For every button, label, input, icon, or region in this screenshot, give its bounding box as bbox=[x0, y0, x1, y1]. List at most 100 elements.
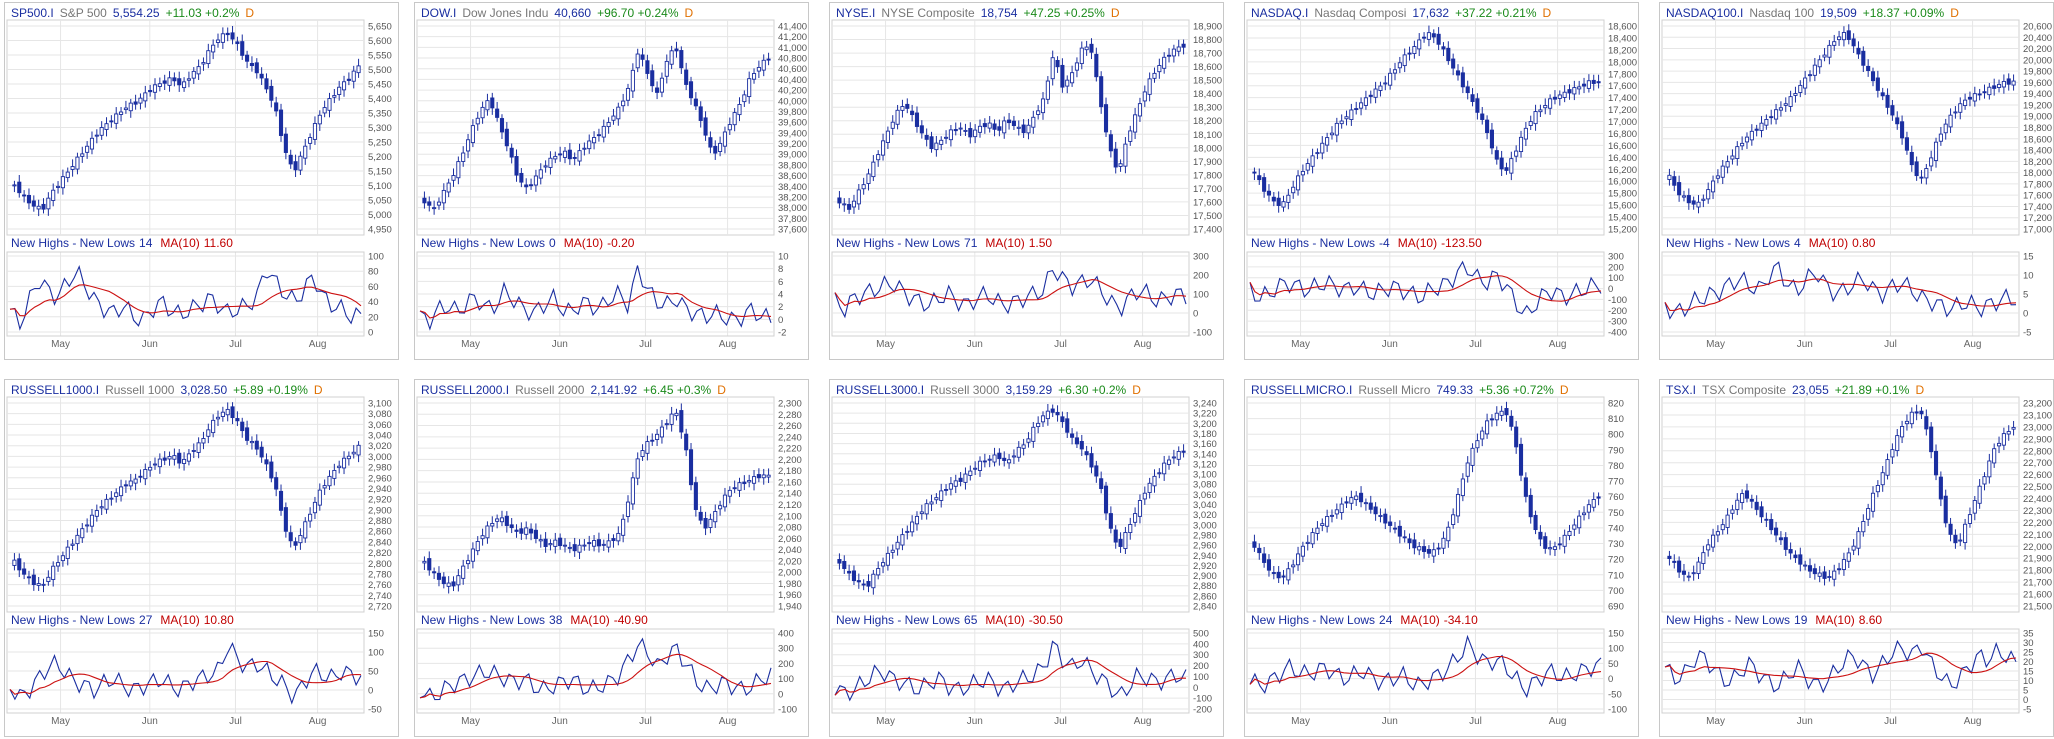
candle-body bbox=[196, 66, 201, 75]
candle-body bbox=[1798, 554, 1803, 565]
candle-body bbox=[446, 582, 451, 587]
chart-canvas: 5,650 5,600 5,550 5,500 5,450 5,400 5,350 5,300… bbox=[6, 19, 392, 350]
candle-body bbox=[504, 128, 509, 147]
index-name: Russell 1000 bbox=[105, 383, 175, 397]
candle-body bbox=[1325, 516, 1330, 527]
chart-panel[interactable]: RUSSELLMICRO.I Russell Micro 749.33 +5.36 +… bbox=[1244, 379, 1639, 737]
indicator-tick-label: 40 bbox=[368, 297, 379, 308]
price-tick-label: 17,600 bbox=[1608, 81, 1637, 92]
candle-body bbox=[1152, 72, 1157, 79]
candle-body bbox=[1514, 150, 1519, 157]
indicator-label: New Highs - New Lows bbox=[11, 236, 136, 250]
chart-panel[interactable]: NYSE.I NYSE Composite 18,754 +47.25 +0.25% D… bbox=[829, 2, 1224, 360]
candle-body bbox=[162, 80, 167, 84]
candle-body bbox=[123, 107, 128, 111]
candle-body bbox=[1586, 80, 1591, 89]
candle-body bbox=[596, 539, 601, 547]
price-tick-label: 17,000 bbox=[2023, 225, 2052, 236]
candle-body bbox=[351, 451, 356, 455]
chart-panel[interactable]: SP500.I S&P 500 5,554.25 +11.03 +0.2% D 5,650… bbox=[4, 2, 399, 360]
candle-body bbox=[422, 560, 427, 564]
candle-body bbox=[910, 521, 915, 533]
candle-body bbox=[606, 122, 611, 128]
candle-body bbox=[1446, 47, 1451, 62]
symbol-link[interactable]: RUSSELL1000.I bbox=[11, 383, 100, 397]
candle-body bbox=[177, 452, 182, 464]
candle-body bbox=[1667, 555, 1672, 560]
price-tick-label: 790 bbox=[1608, 445, 1624, 456]
candle-body bbox=[953, 129, 958, 132]
price-plot-frame bbox=[831, 19, 1190, 236]
candle-body bbox=[1460, 478, 1465, 497]
chart-panel[interactable]: DOW.I Dow Jones Indu 40,660 +96.70 +0.24% D 4… bbox=[414, 2, 809, 360]
candle-body bbox=[1730, 155, 1735, 160]
chart-panel[interactable]: RUSSELL3000.I Russell 3000 3,159.29 +6.30 +… bbox=[829, 379, 1224, 737]
indicator-tick-label: -100 bbox=[1608, 295, 1627, 306]
indicator-tick-label: 0 bbox=[778, 689, 783, 700]
symbol-link[interactable]: NASDAQ.I bbox=[1251, 6, 1309, 20]
symbol-link[interactable]: NASDAQ100.I bbox=[1666, 6, 1744, 20]
candle-body bbox=[1475, 440, 1480, 449]
candle-body bbox=[1710, 534, 1716, 548]
price-tick-label: 2,280 bbox=[778, 410, 802, 421]
symbol-link[interactable]: DOW.I bbox=[421, 6, 457, 20]
candle-body bbox=[1851, 38, 1856, 47]
price-tick-label: 700 bbox=[1608, 586, 1624, 597]
candle-body bbox=[1089, 43, 1094, 53]
chart-panel[interactable]: RUSSELL1000.I Russell 1000 3,028.50 +5.89 +… bbox=[4, 379, 399, 737]
symbol-link[interactable]: RUSSELLMICRO.I bbox=[1251, 383, 1353, 397]
ma10-line bbox=[9, 660, 362, 695]
candle-body bbox=[1286, 194, 1291, 203]
indicator-tick-label: 15 bbox=[2023, 667, 2034, 678]
candle-body bbox=[436, 572, 442, 580]
candle-body bbox=[543, 538, 548, 547]
candle-body bbox=[1681, 195, 1687, 198]
index-name: TSX Composite bbox=[1702, 383, 1787, 397]
candle-body bbox=[104, 498, 109, 510]
symbol-link[interactable]: NYSE.I bbox=[836, 6, 876, 20]
candle-body bbox=[1987, 460, 1992, 478]
symbol-link[interactable]: TSX.I bbox=[1666, 383, 1697, 397]
candle-body bbox=[288, 154, 293, 165]
chart-panel[interactable]: RUSSELL2000.I Russell 2000 2,141.92 +6.45 +… bbox=[414, 379, 809, 737]
candle-body bbox=[703, 117, 708, 136]
indicator-tick-label: -100 bbox=[1608, 705, 1627, 716]
candle-body bbox=[876, 154, 881, 161]
chart-panel[interactable]: NASDAQ.I Nasdaq Composi 17,632 +37.22 +0.21… bbox=[1244, 2, 1639, 360]
price-tick-label: 22,400 bbox=[2023, 494, 2052, 505]
candle-body bbox=[1929, 157, 1934, 167]
candle-body bbox=[235, 418, 240, 422]
index-name: Dow Jones Indu bbox=[462, 6, 549, 20]
candle-body bbox=[1861, 520, 1866, 533]
candle-body bbox=[12, 559, 17, 566]
candle-body bbox=[356, 65, 361, 74]
symbol-link[interactable]: RUSSELL2000.I bbox=[421, 383, 510, 397]
candle-body bbox=[148, 89, 153, 93]
indicator-tick-label: -100 bbox=[1193, 328, 1212, 339]
candle-body bbox=[1291, 564, 1296, 568]
price-tick-label: 18,000 bbox=[1193, 143, 1222, 154]
price-tick-label: 3,040 bbox=[1193, 500, 1217, 511]
candle-body bbox=[1383, 513, 1388, 524]
candle-body bbox=[94, 134, 99, 137]
chart-canvas: 3,2403,2203,2003,1803,1603,1403,1203,100… bbox=[831, 396, 1217, 727]
candle-body bbox=[1827, 44, 1832, 58]
candle-body bbox=[143, 92, 148, 102]
candle-body bbox=[31, 200, 36, 207]
candle-body bbox=[177, 78, 182, 86]
month-label: Aug bbox=[309, 339, 327, 350]
price-tick-label: 3,060 bbox=[1193, 490, 1217, 501]
chart-panel[interactable]: NASDAQ100.I Nasdaq 100 19,509 +18.37 +0.09%… bbox=[1659, 2, 2054, 360]
candle-body bbox=[269, 85, 274, 101]
candle-body bbox=[1295, 553, 1301, 566]
price-tick-label: 21,900 bbox=[2023, 554, 2052, 565]
symbol-link[interactable]: RUSSELL3000.I bbox=[836, 383, 925, 397]
price-tick-label: 5,100 bbox=[368, 181, 392, 192]
candle-body bbox=[1257, 547, 1262, 554]
candle-body bbox=[186, 453, 191, 462]
price-tick-label: 5,400 bbox=[368, 94, 392, 105]
symbol-link[interactable]: SP500.I bbox=[11, 6, 54, 20]
chart-panel[interactable]: TSX.I TSX Composite 23,055 +21.89 +0.1% D 23,… bbox=[1659, 379, 2054, 737]
candle-body bbox=[1407, 52, 1412, 55]
